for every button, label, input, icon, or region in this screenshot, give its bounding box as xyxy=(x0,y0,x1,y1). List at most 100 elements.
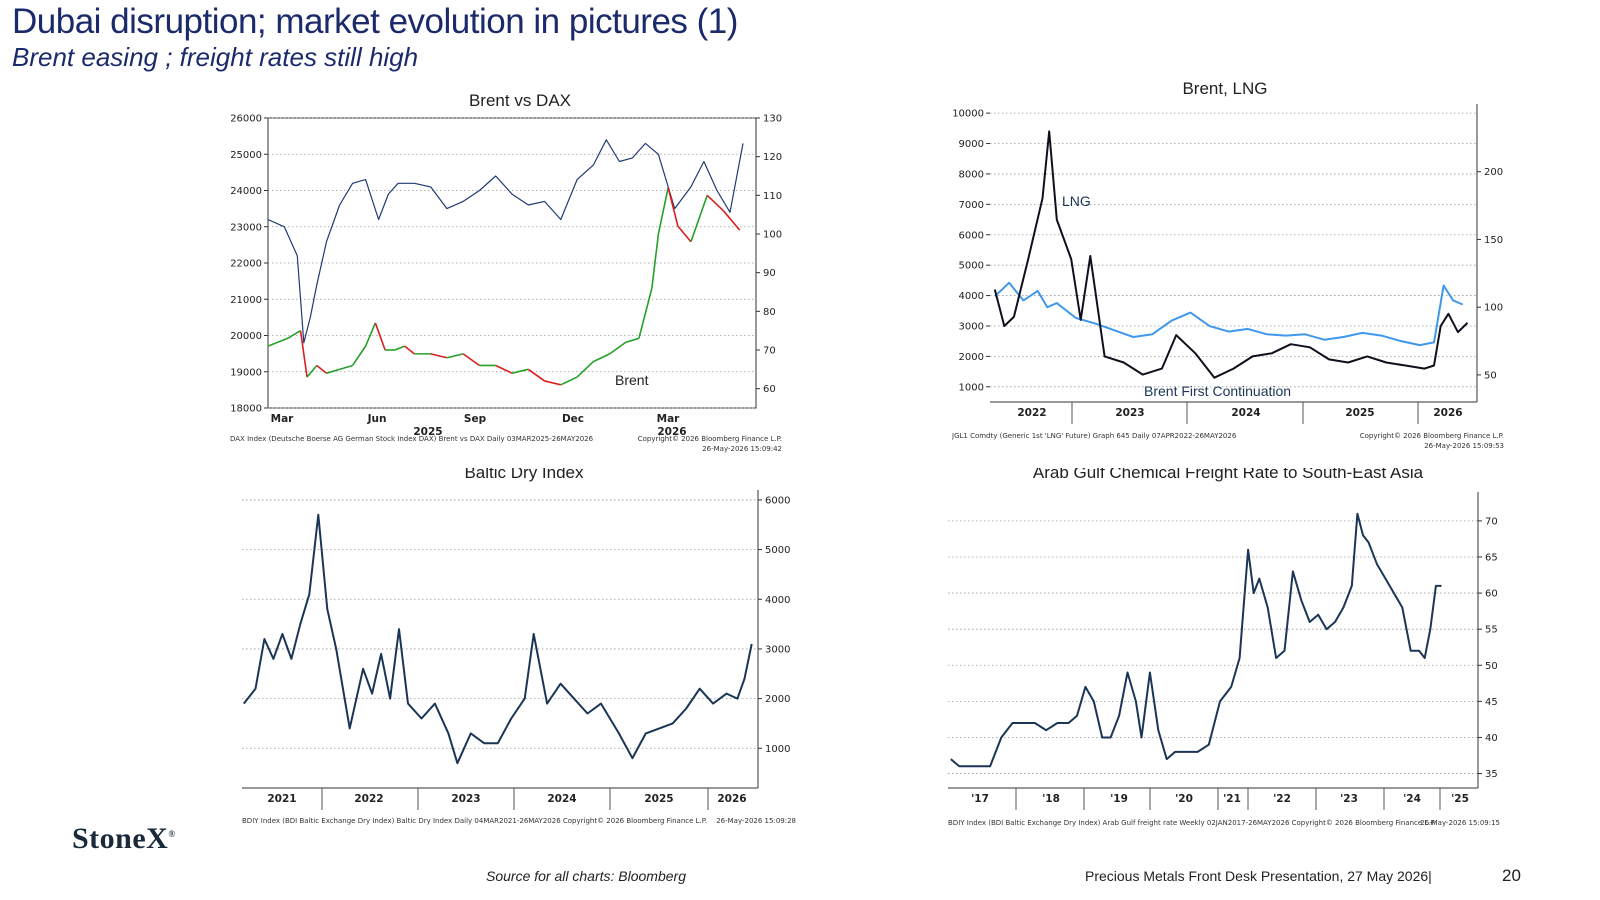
chart-annotation: Brent First Continuation xyxy=(1144,383,1291,399)
y-left-tick-label: 21000 xyxy=(230,295,262,306)
y-right-tick-label: 120 xyxy=(763,152,782,163)
y-left-tick-label: 26000 xyxy=(230,114,262,125)
chart-title: Arab Gulf Chemical Freight Rate to South… xyxy=(1033,468,1424,482)
series-segment xyxy=(527,368,545,382)
series-line-0 xyxy=(994,281,1464,347)
x-tick-label: Sep xyxy=(464,413,487,425)
chart-brent-dax: Brent vs DAX 18000 19000 20000 21000 22000 230… xyxy=(228,88,808,468)
series-segment xyxy=(339,364,353,371)
series-segment xyxy=(690,195,708,242)
y-left-tick-label: 8000 xyxy=(959,169,984,180)
chart-footnote-left: JGL1 Comdty (Generic 1st 'LNG' Future) G… xyxy=(952,432,1237,440)
chart-annotation: Brent xyxy=(615,372,649,388)
series-segment xyxy=(706,194,725,212)
series-segment xyxy=(299,330,308,378)
brent-dax-svg: Brent vs DAX 18000 19000 20000 21000 22000 230… xyxy=(230,91,782,453)
chart-footnote-right: Copyright© 2026 Bloomberg Finance L.P. xyxy=(638,435,782,443)
series-segment xyxy=(560,376,578,386)
page-title: Dubai disruption; market evolution in pi… xyxy=(12,2,738,41)
y-right-tick-label: 70 xyxy=(1485,516,1498,527)
chart-footnote-right2: 26-May-2026 15:09:42 xyxy=(702,445,782,453)
y-left-tick-label: 7000 xyxy=(959,200,984,211)
y-right-tick-label: 5000 xyxy=(765,545,790,556)
series-line-0 xyxy=(267,139,744,344)
y-right-tick-label: 70 xyxy=(763,346,776,357)
y-right-tick-label: 6000 xyxy=(765,495,790,506)
chart-title: Brent, LNG xyxy=(1182,79,1267,98)
series-line-1 xyxy=(993,130,1469,379)
y-left-tick-label: 1000 xyxy=(959,382,984,393)
series-segment xyxy=(722,210,741,231)
y-left-tick-label: 22000 xyxy=(230,259,262,270)
x-tick-label: Mar xyxy=(657,413,681,425)
y-right-tick-label: 3000 xyxy=(765,644,790,655)
x-tick-label: '24 xyxy=(1403,793,1421,805)
y-left-tick-label: 19000 xyxy=(230,367,262,378)
chart-footnote-left: BDIY Index (BDI Baltic Exchange Dry Inde… xyxy=(948,819,1436,827)
page-subtitle: Brent easing ; freight rates still high xyxy=(12,42,419,72)
y-right-tick-label: 4000 xyxy=(765,595,790,606)
series-segment xyxy=(287,329,301,340)
series-segment xyxy=(677,225,692,243)
y-left-tick-label: 5000 xyxy=(959,261,984,272)
y-right-tick-label: 200 xyxy=(1484,167,1503,178)
chart-footnote-right: 26-May-2026 15:09:28 xyxy=(716,817,796,825)
series-segment xyxy=(404,345,415,355)
y-left-tick-label: 10000 xyxy=(952,109,984,120)
y-left-tick-label: 9000 xyxy=(959,139,984,150)
year-label: 2025 xyxy=(413,426,442,438)
series-segment xyxy=(495,364,513,374)
x-tick-label: 2023 xyxy=(1115,407,1144,419)
series-segment xyxy=(651,233,660,289)
x-tick-label: 2024 xyxy=(547,793,576,805)
x-tick-label: 2024 xyxy=(1231,407,1260,419)
series-segment xyxy=(462,353,480,367)
chart-arab-gulf-freight: Arab Gulf Chemical Freight Rate to South… xyxy=(948,468,1558,858)
series-line-0 xyxy=(950,512,1442,768)
x-tick-label: '21 xyxy=(1223,793,1241,805)
brent-lng-svg: Brent, LNG 1000 2000 3000 4000 5000 6000 7000 80… xyxy=(952,79,1504,450)
y-right-tick-label: 130 xyxy=(763,114,782,125)
x-tick-label: 2022 xyxy=(1017,407,1046,419)
y-left-tick-label: 3000 xyxy=(959,321,984,332)
x-tick-label: Mar xyxy=(271,413,295,425)
series-segment xyxy=(657,187,669,235)
y-right-tick-label: 35 xyxy=(1485,769,1498,780)
y-right-tick-label: 150 xyxy=(1484,235,1503,246)
y-right-tick-label: 90 xyxy=(763,268,776,279)
chart-title: Brent vs DAX xyxy=(469,91,571,110)
y-right-tick-label: 40 xyxy=(1485,733,1498,744)
x-tick-label: 2026 xyxy=(1433,407,1462,419)
source-note: Source for all charts: Bloomberg xyxy=(486,868,686,884)
y-left-tick-label: 25000 xyxy=(230,150,262,161)
series-line-0 xyxy=(243,513,753,765)
chart-footnote-right2: 26-May-2026 15:09:53 xyxy=(1424,442,1504,450)
x-tick-label: '20 xyxy=(1175,793,1193,805)
chart-annotation: LNG xyxy=(1062,193,1091,209)
series-segment xyxy=(667,187,679,227)
x-tick-label: '19 xyxy=(1110,793,1128,805)
y-left-tick-label: 4000 xyxy=(959,291,984,302)
x-tick-label: '23 xyxy=(1340,793,1358,805)
y-right-tick-label: 1000 xyxy=(765,744,790,755)
y-right-tick-label: 100 xyxy=(1484,303,1503,314)
y-left-tick-label: 24000 xyxy=(230,186,262,197)
x-tick-label: 2021 xyxy=(267,793,296,805)
series-segment xyxy=(326,368,340,374)
y-right-tick-label: 60 xyxy=(1485,589,1498,600)
series-segment xyxy=(430,353,448,359)
arab-gulf-svg: Arab Gulf Chemical Freight Rate to South… xyxy=(948,468,1500,827)
x-tick-label: 2026 xyxy=(717,793,746,805)
x-tick-label: 2022 xyxy=(354,793,383,805)
series-segment xyxy=(374,322,386,351)
chart-footnote-left: BDIY Index (BDI Baltic Exchange Dry Inde… xyxy=(242,817,707,825)
series-segment xyxy=(351,345,367,366)
chart-footnote-left: DAX Index (Deutsche Boerse AG German Sto… xyxy=(230,435,594,443)
x-tick-label: '18 xyxy=(1042,793,1060,805)
series-segment xyxy=(511,368,529,374)
y-right-tick-label: 80 xyxy=(763,307,776,318)
y-left-tick-label: 2000 xyxy=(959,352,984,363)
x-tick-label: '22 xyxy=(1273,793,1291,805)
y-right-tick-label: 45 xyxy=(1485,697,1498,708)
chart-brent-lng: Brent, LNG 1000 2000 3000 4000 5000 6000 7000 80… xyxy=(952,76,1552,466)
